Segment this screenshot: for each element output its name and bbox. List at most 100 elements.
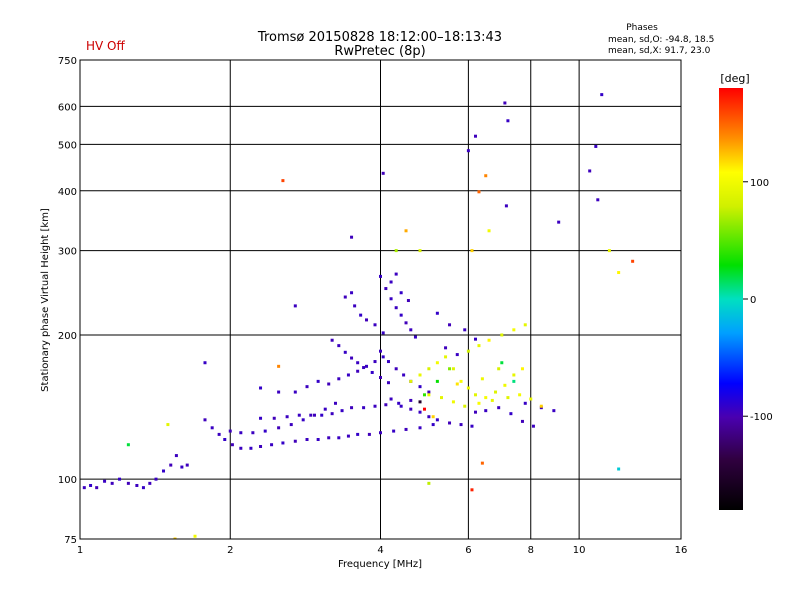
echo-point-o-144 xyxy=(463,328,467,332)
echo-point-o-74 xyxy=(337,344,341,348)
echo-point-o-56 xyxy=(340,409,344,413)
echo-point-o-66 xyxy=(327,382,331,386)
echo-point-o-45 xyxy=(301,418,305,422)
echo-point-o-2 xyxy=(95,486,99,490)
echo-point-o-131 xyxy=(203,361,207,365)
x-tick-label-4: 4 xyxy=(377,545,383,556)
echo-point-o-13 xyxy=(174,454,178,458)
echo-point-x-14 xyxy=(427,393,431,397)
echo-point-x-29 xyxy=(523,323,527,327)
y-tick-label-400: 400 xyxy=(58,187,77,198)
echo-point-o-49 xyxy=(259,416,263,420)
echo-point-o-76 xyxy=(350,356,354,360)
echo-point-x-2 xyxy=(427,367,431,371)
echo-point-o-16 xyxy=(203,418,207,422)
echo-point-o-28 xyxy=(316,438,320,442)
echo-point-o-43 xyxy=(277,426,281,430)
echo-point-o-0 xyxy=(82,486,86,490)
colorbar-tick-label-0: 0 xyxy=(750,295,756,306)
echo-point-o-87 xyxy=(404,321,408,325)
echo-point-x-5 xyxy=(451,367,455,371)
y-tick-label-75: 75 xyxy=(64,535,77,546)
echo-point-o-34 xyxy=(379,431,382,435)
colorbar-ticks: 100 0 -100 xyxy=(743,178,773,423)
echo-point-x-26 xyxy=(487,338,491,342)
echo-point-o-63 xyxy=(293,390,297,394)
echo-point-x-31 xyxy=(394,249,398,253)
echo-point-o-84 xyxy=(389,297,393,301)
echo-point-x-8 xyxy=(473,393,477,397)
echo-point-o-37 xyxy=(418,426,422,430)
echo-point-o-97 xyxy=(350,235,354,239)
echo-point-o-72 xyxy=(381,355,385,359)
x-tick-label-10: 10 xyxy=(573,545,586,556)
echo-point-x-18 xyxy=(477,401,481,405)
y-tick-label-600: 600 xyxy=(58,102,77,113)
echo-point-o-14 xyxy=(180,465,184,469)
echo-point-o-21 xyxy=(239,446,243,450)
echo-point-o-147 xyxy=(455,353,459,357)
echo-point-o-19 xyxy=(223,438,227,442)
x-tick-label-2: 2 xyxy=(227,545,233,556)
echo-point-o-98 xyxy=(389,280,393,284)
echo-point-o-32 xyxy=(356,432,360,436)
echo-point-o-140 xyxy=(466,149,470,153)
echo-point-o-11 xyxy=(162,469,166,473)
echo-point-o-124 xyxy=(523,401,527,405)
echo-point-x-30 xyxy=(404,229,408,233)
echo-point-o-59 xyxy=(373,404,377,408)
echo-point-o-33 xyxy=(367,432,371,436)
echo-point-x-13 xyxy=(520,367,524,371)
echo-point-o-25 xyxy=(281,441,285,445)
echo-point-o-29 xyxy=(327,436,331,440)
echo-point-o-60 xyxy=(384,403,388,407)
echo-point-o-113 xyxy=(427,415,431,419)
echo-point-o-62 xyxy=(409,398,413,402)
grid-lines xyxy=(80,60,681,539)
echo-point-x-3 xyxy=(435,361,439,365)
echo-point-o-115 xyxy=(448,421,452,425)
echo-point-x-12 xyxy=(512,373,516,377)
echo-point-x-35 xyxy=(487,229,491,233)
echo-point-o-30 xyxy=(337,436,341,440)
echo-point-o-39 xyxy=(228,429,232,433)
echo-point-o-65 xyxy=(316,379,320,383)
echo-point-o-90 xyxy=(343,295,347,299)
y-tick-label-100: 100 xyxy=(58,475,77,486)
echo-point-o-42 xyxy=(263,429,267,433)
echo-point-o-5 xyxy=(118,477,122,481)
echo-point-x-11 xyxy=(503,383,507,387)
colorbar-tick-label--100: -100 xyxy=(750,412,773,423)
echo-point-o-117 xyxy=(470,424,474,428)
echo-point-o-121 xyxy=(509,412,513,416)
echo-point-o-107 xyxy=(418,385,422,389)
echo-point-o-135 xyxy=(600,93,604,97)
echo-point-o-1 xyxy=(89,483,93,487)
echo-point-o-26 xyxy=(293,439,297,443)
echo-point-x-25 xyxy=(477,344,481,348)
echo-point-o-6 xyxy=(126,481,130,485)
echo-point-o-112 xyxy=(418,410,422,414)
echo-point-o-93 xyxy=(359,313,363,317)
echo-point-o-3 xyxy=(103,479,107,483)
echo-point-o-120 xyxy=(497,406,501,410)
echo-point-o-67 xyxy=(337,377,341,381)
echo-point-x-1 xyxy=(418,373,422,377)
echo-point-o-137 xyxy=(504,204,508,208)
y-tick-label-200: 200 xyxy=(58,331,77,342)
echo-point-o-10 xyxy=(154,477,158,481)
echo-point-o-69 xyxy=(356,369,360,373)
echo-point-x-51 xyxy=(480,377,484,381)
echo-point-o-133 xyxy=(594,144,598,148)
echo-point-o-128 xyxy=(259,386,263,390)
echo-point-o-61 xyxy=(397,401,401,405)
echo-point-x-58 xyxy=(500,361,504,365)
x-tick-label-16: 16 xyxy=(675,545,688,556)
echo-point-x-33 xyxy=(484,174,488,178)
echo-point-o-24 xyxy=(270,443,274,447)
echo-point-o-17 xyxy=(210,426,214,430)
echo-point-o-51 xyxy=(285,415,289,419)
echo-point-x-42 xyxy=(277,364,281,368)
echo-point-o-79 xyxy=(370,370,374,374)
